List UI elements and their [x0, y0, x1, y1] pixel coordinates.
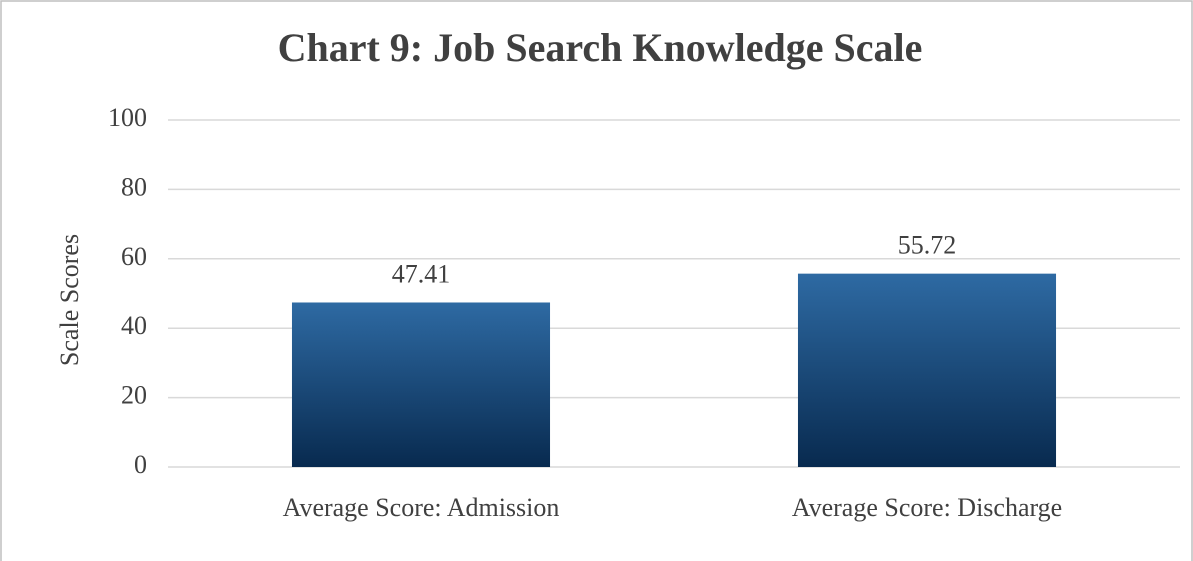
x-tick-label: Average Score: Discharge — [792, 493, 1062, 522]
y-tick-label: 80 — [121, 172, 147, 201]
y-tick-label: 40 — [121, 311, 147, 340]
y-tick-label: 0 — [134, 450, 147, 479]
y-axis-label: Scale Scores — [55, 234, 84, 366]
chart-title: Chart 9: Job Search Knowledge Scale — [278, 25, 923, 70]
bar — [291, 302, 551, 467]
x-tick-label: Average Score: Admission — [283, 493, 560, 522]
y-tick-label: 100 — [108, 103, 147, 132]
y-tick-label: 20 — [121, 381, 147, 410]
data-label: 55.72 — [898, 231, 957, 260]
y-tick-label: 60 — [121, 242, 147, 271]
bar — [797, 273, 1057, 467]
data-label: 47.41 — [392, 259, 451, 288]
